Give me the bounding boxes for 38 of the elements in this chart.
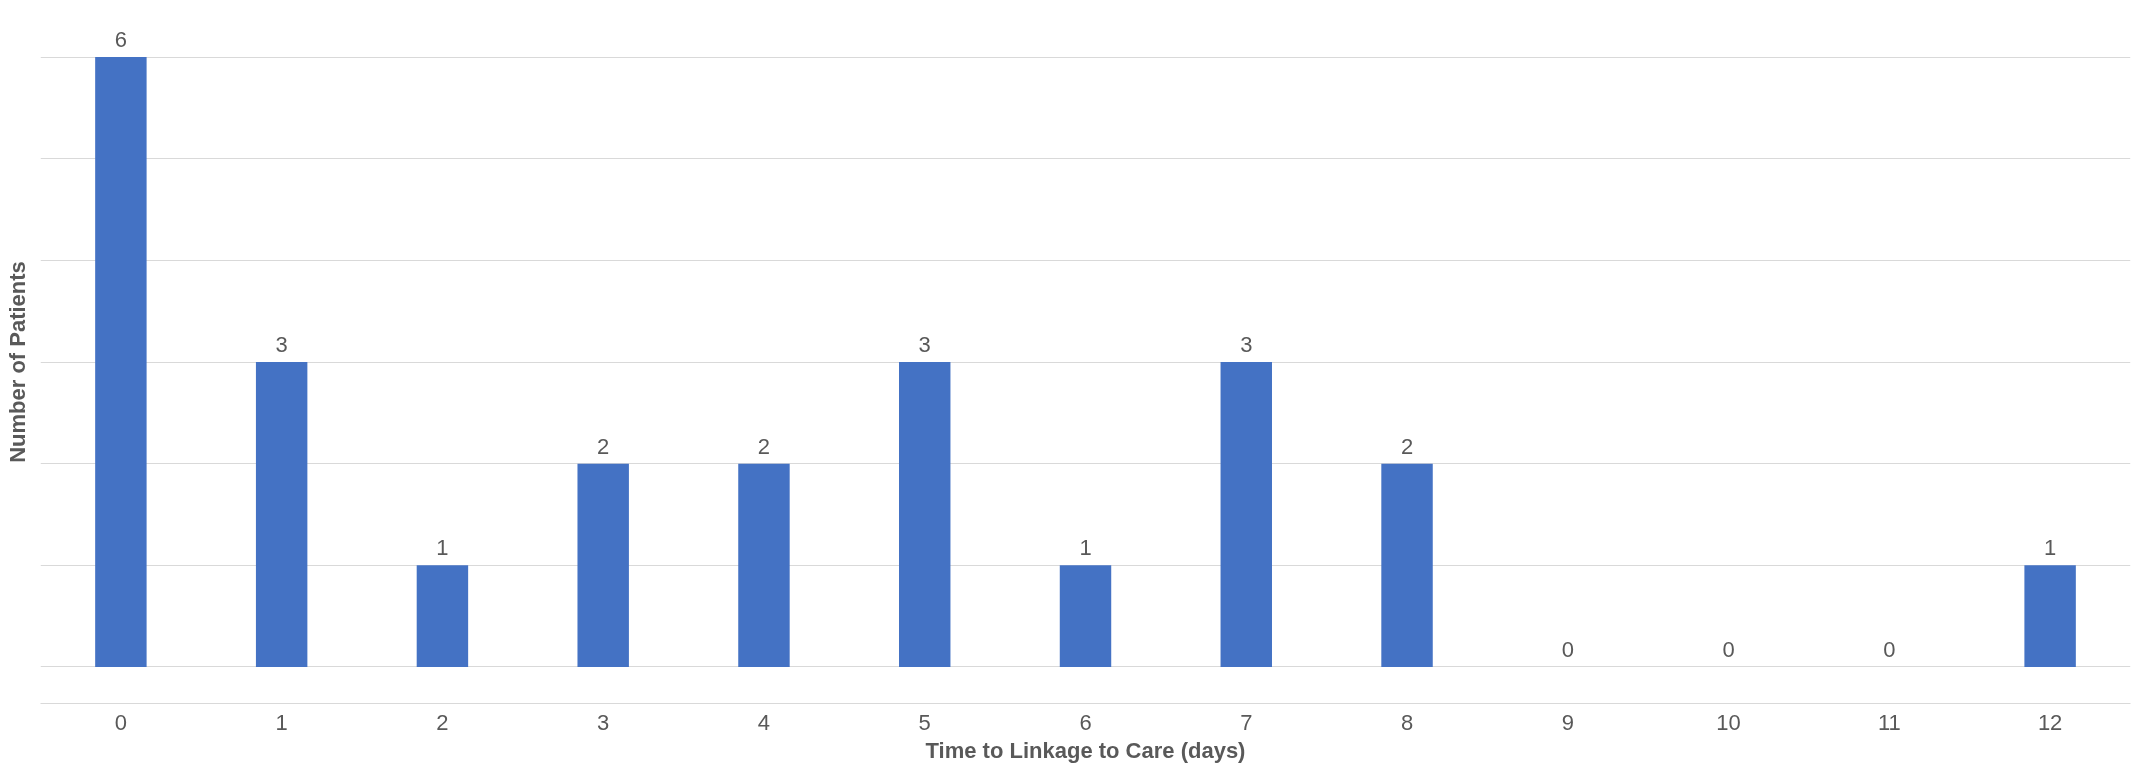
bar [2024, 565, 2076, 667]
x-tick-label: 1 [275, 709, 288, 735]
bar [577, 463, 629, 667]
x-tick-label: 2 [436, 709, 449, 735]
x-tick-label: 11 [1877, 709, 1901, 735]
x-tick-label: 10 [1716, 709, 1741, 735]
bar [899, 362, 951, 667]
data-label: 1 [2044, 535, 2057, 561]
y-axis-title: Number of Patients [4, 261, 30, 463]
data-label: 3 [918, 332, 931, 357]
data-label: 3 [275, 332, 288, 357]
bar [1059, 565, 1112, 667]
x-tick-label: 6 [1079, 709, 1092, 735]
data-label: 6 [114, 27, 128, 53]
x-axis-title: Time to Linkage to Care (days) [925, 737, 1246, 763]
x-tick-label: 8 [1400, 709, 1414, 735]
data-label: 1 [1079, 535, 1092, 561]
data-label: 0 [1561, 636, 1574, 662]
x-tick-label: 3 [597, 709, 610, 735]
bar [1220, 362, 1272, 667]
x-tick-label: 0 [114, 709, 128, 735]
data-label: 0 [1883, 636, 1896, 662]
data-label: 3 [1240, 332, 1253, 357]
x-tick-label: 9 [1561, 709, 1574, 735]
bar [738, 463, 790, 667]
x-tick-label: 12 [2037, 709, 2063, 735]
bar [95, 57, 147, 667]
data-label: 2 [597, 433, 610, 459]
bar [255, 362, 308, 667]
bar [1381, 463, 1433, 667]
data-label: 2 [757, 433, 771, 459]
data-label: 2 [1400, 433, 1414, 459]
data-label: 1 [436, 535, 449, 561]
bar [416, 565, 469, 667]
data-label: 0 [1722, 636, 1735, 662]
x-tick-label: 5 [918, 709, 931, 735]
x-tick-label: 7 [1240, 709, 1253, 735]
x-tick-label: 4 [757, 709, 771, 735]
